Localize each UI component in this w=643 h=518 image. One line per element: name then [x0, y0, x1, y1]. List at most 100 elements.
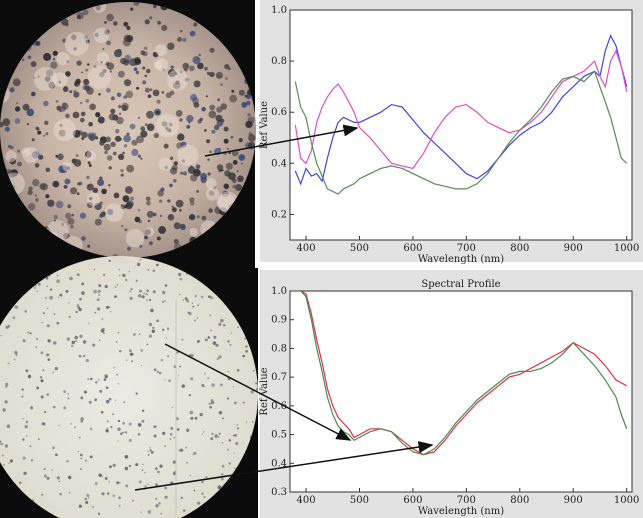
particle-dot: [164, 486, 167, 490]
mineral-grain: [225, 194, 229, 197]
particle-dot: [78, 307, 82, 312]
y-tick-label: 0.6: [271, 107, 287, 118]
particle-dot: [98, 294, 100, 296]
particle-dot: [106, 427, 109, 430]
particle-dot: [155, 504, 159, 508]
mineral-grain: [152, 89, 160, 97]
particle-dot: [150, 308, 154, 313]
mineral-grain: [182, 171, 188, 176]
mineral-grain: [80, 117, 85, 123]
chart-title: Spectral Profile: [421, 279, 500, 290]
particle-dot: [79, 468, 82, 470]
mineral-grain: [102, 48, 105, 51]
mineral-grain: [92, 187, 99, 193]
mineral-grain: [193, 80, 201, 88]
particle-dot: [0, 335, 2, 337]
mineral-grain: [89, 103, 96, 111]
particle-dot: [56, 279, 60, 284]
mineral-grain: [70, 187, 78, 195]
particle-dot: [75, 310, 78, 314]
mineral-grain: [126, 164, 135, 173]
particle-dot: [135, 279, 138, 282]
particle-dot: [201, 492, 204, 495]
particle-dot: [117, 419, 121, 423]
particle-dot: [29, 332, 32, 335]
mineral-grain: [80, 101, 83, 104]
mineral-grain: [169, 156, 174, 160]
particle-dot: [118, 268, 121, 271]
particle-dot: [244, 337, 247, 340]
particle-dot: [164, 379, 166, 381]
particle-dot: [119, 274, 121, 277]
particle-dot: [56, 321, 60, 325]
particle-dot: [100, 411, 104, 414]
mineral-grain: [67, 217, 75, 225]
particle-dot: [14, 359, 16, 361]
particle-dot: [146, 299, 148, 301]
particle-dot: [88, 322, 90, 324]
particle-dot: [160, 359, 163, 362]
light-patch: [33, 67, 58, 91]
mineral-grain: [22, 103, 30, 111]
mineral-grain: [106, 155, 113, 161]
particle-dot: [253, 370, 255, 372]
mineral-grain: [180, 30, 183, 33]
particle-dot: [74, 335, 78, 340]
particle-dot: [116, 373, 118, 376]
mineral-grain: [189, 30, 196, 37]
mineral-grain: [44, 76, 51, 82]
mineral-grain: [120, 173, 124, 177]
mineral-grain: [52, 180, 60, 188]
particle-dot: [137, 433, 141, 436]
mineral-grain: [45, 194, 50, 199]
particle-dot: [226, 397, 230, 400]
particle-dot: [46, 353, 50, 357]
mineral-grain: [35, 198, 39, 202]
particle-dot: [96, 307, 101, 311]
mineral-grain: [130, 7, 134, 11]
mineral-grain: [157, 20, 162, 25]
particle-dot: [82, 354, 86, 358]
mineral-grain: [70, 225, 74, 229]
particle-dot: [34, 287, 36, 289]
mineral-grain: [106, 40, 111, 46]
particle-dot: [116, 341, 118, 343]
light-patch: [125, 228, 145, 248]
mineral-grain: [147, 94, 152, 98]
particle-dot: [90, 377, 93, 381]
mineral-grain: [120, 169, 124, 173]
particle-dot: [87, 378, 90, 381]
light-patch: [189, 227, 198, 237]
particle-dot: [117, 427, 121, 431]
mineral-grain: [48, 81, 56, 89]
particle-dot: [158, 502, 161, 505]
light-patch: [52, 72, 68, 88]
mineral-grain: [204, 66, 208, 71]
mineral-grain: [182, 62, 190, 70]
particle-dot: [156, 263, 159, 267]
mineral-grain: [95, 5, 101, 11]
particle-dot: [76, 273, 80, 277]
particle-dot: [170, 427, 173, 430]
x-tick-label: 800: [510, 243, 529, 254]
mineral-grain: [31, 91, 36, 97]
particle-dot: [67, 393, 69, 395]
particle-dot: [160, 512, 163, 515]
particle-dot: [70, 344, 74, 348]
mineral-grain: [75, 154, 79, 157]
mineral-grain: [142, 80, 147, 85]
particle-dot: [0, 442, 3, 446]
mineral-grain: [167, 42, 175, 50]
y-axis-label: Ref Value: [259, 101, 270, 149]
mineral-grain: [4, 126, 10, 132]
light-patch: [21, 147, 31, 157]
particle-dot: [156, 319, 159, 323]
particle-dot: [108, 306, 111, 309]
particle-dot: [79, 334, 83, 338]
mineral-grain: [149, 88, 153, 91]
particle-dot: [193, 489, 196, 492]
mineral-grain: [88, 196, 93, 201]
particle-dot: [80, 457, 82, 460]
particle-dot: [113, 366, 115, 369]
mineral-grain: [58, 80, 61, 84]
